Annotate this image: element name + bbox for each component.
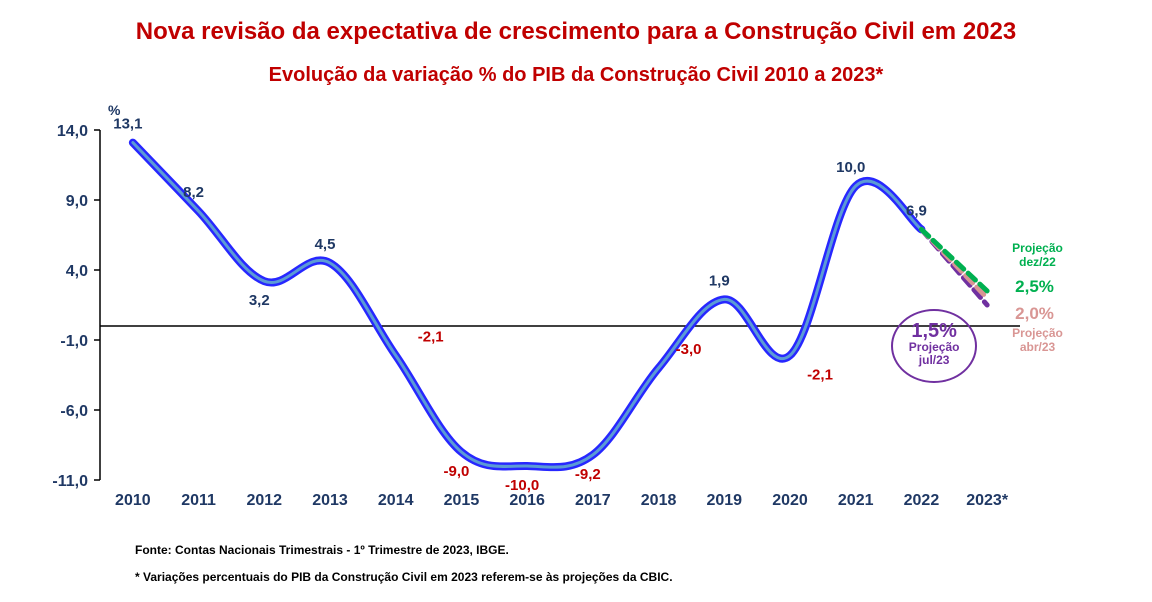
svg-text:8,2: 8,2 [183, 184, 204, 201]
svg-text:9,0: 9,0 [66, 193, 88, 210]
svg-text:-6,0: -6,0 [60, 403, 88, 420]
svg-text:10,0: 10,0 [836, 159, 865, 176]
svg-text:2010: 2010 [115, 492, 151, 509]
svg-text:2018: 2018 [641, 492, 677, 509]
svg-text:-9,2: -9,2 [575, 466, 601, 483]
svg-text:2019: 2019 [706, 492, 742, 509]
svg-text:2021: 2021 [838, 492, 874, 509]
svg-text:2016: 2016 [509, 492, 545, 509]
svg-text:2023*: 2023* [966, 492, 1009, 509]
svg-text:2013: 2013 [312, 492, 348, 509]
svg-text:3,2: 3,2 [249, 292, 270, 309]
svg-text:-11,0: -11,0 [52, 473, 88, 490]
svg-text:14,0: 14,0 [57, 123, 88, 140]
svg-text:2011: 2011 [181, 492, 216, 509]
projection-jul23-highlight: 1,5% Projeçãojul/23 [891, 309, 977, 383]
svg-text:2015: 2015 [444, 492, 480, 509]
projection-abr23-value: 2,0% [1015, 304, 1054, 324]
projection-dez22-value: 2,5% [1015, 277, 1054, 297]
svg-text:2017: 2017 [575, 492, 611, 509]
projection-abr23-caption: Projeçãoabr/23 [1012, 326, 1063, 355]
projection-dez22-caption: Projeçãodez/22 [1012, 241, 1063, 270]
svg-text:-9,0: -9,0 [443, 463, 469, 480]
svg-text:-3,0: -3,0 [676, 341, 702, 358]
gdp-construction-chart: 14,09,04,0-1,0-6,0-11,0%2010201120122013… [0, 0, 1152, 602]
svg-text:4,0: 4,0 [66, 263, 88, 280]
projection-jul23-value: 1,5% [893, 321, 975, 341]
svg-text:2012: 2012 [246, 492, 282, 509]
projection-jul23-caption: Projeçãojul/23 [893, 341, 975, 367]
footnote-text: * Variações percentuais do PIB da Constr… [135, 570, 673, 584]
svg-text:6,9: 6,9 [906, 202, 927, 219]
svg-text:-2,1: -2,1 [418, 328, 444, 345]
source-text: Fonte: Contas Nacionais Trimestrais - 1º… [135, 543, 509, 557]
svg-text:13,1: 13,1 [113, 116, 142, 133]
svg-text:-1,0: -1,0 [60, 333, 88, 350]
svg-text:2020: 2020 [772, 492, 808, 509]
svg-text:2014: 2014 [378, 492, 414, 509]
svg-text:2022: 2022 [904, 492, 940, 509]
svg-text:-10,0: -10,0 [505, 477, 539, 494]
svg-text:-2,1: -2,1 [807, 366, 833, 383]
svg-text:1,9: 1,9 [709, 272, 730, 289]
svg-text:4,5: 4,5 [315, 236, 336, 253]
